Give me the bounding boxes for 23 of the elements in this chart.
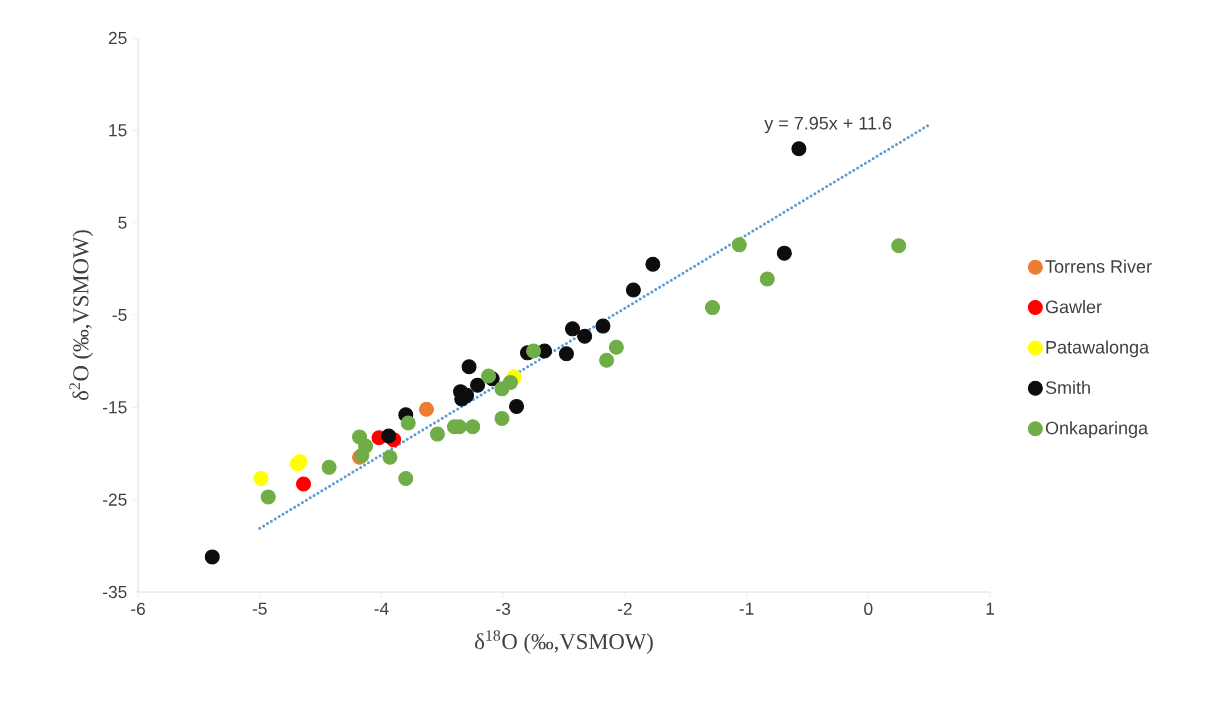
y-axis-title: δ$^{2}$O (‰,VSMOW) xyxy=(69,230,94,400)
x-tick-label: 0 xyxy=(864,602,873,615)
legend-label: Onkaparinga xyxy=(1045,421,1149,438)
legend-label: Torrens River xyxy=(1045,259,1152,273)
y-tick-label: 15 xyxy=(109,124,127,137)
y-tick-label: -25 xyxy=(103,493,127,506)
y-tick-label: 5 xyxy=(118,216,127,229)
x-tick-label: -3 xyxy=(496,602,511,615)
x-tick-label: -4 xyxy=(374,602,389,615)
legend-label: Patawalonga xyxy=(1046,340,1150,358)
legend-label: Smith xyxy=(1045,380,1090,394)
y-tick-label: -35 xyxy=(103,585,127,599)
annotation: y = 7.95x + 11.6 xyxy=(764,116,892,134)
x-tick-label: 1 xyxy=(986,602,994,615)
x-tick-label: -1 xyxy=(739,602,754,615)
x-tick-label: -6 xyxy=(131,602,145,615)
y-tick-label: -15 xyxy=(103,401,127,414)
y-tick-label: 25 xyxy=(108,31,127,45)
y-tick-label: -5 xyxy=(112,308,127,322)
x-tick-label: -2 xyxy=(617,602,632,615)
legend-label: Gawler xyxy=(1045,300,1102,314)
x-tick-label: -5 xyxy=(252,602,267,615)
x-axis-title: δ$^{18}$O (‰,VSMOW) xyxy=(475,630,653,654)
